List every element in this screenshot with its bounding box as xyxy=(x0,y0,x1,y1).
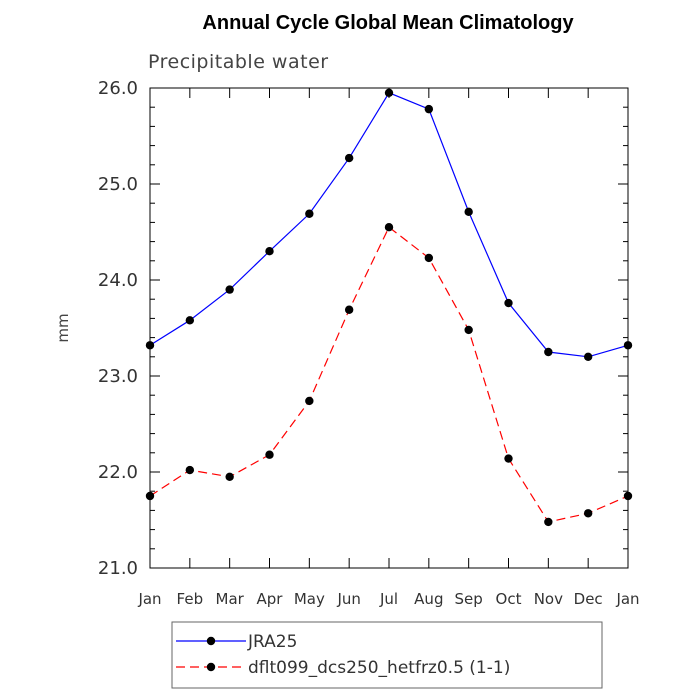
legend-marker-1 xyxy=(206,636,216,646)
legend-label-1: JRA25 xyxy=(247,632,297,652)
x-tick-label: Dec xyxy=(574,590,603,608)
y-tick-label: 25.0 xyxy=(98,174,138,195)
series-1-point xyxy=(424,104,434,114)
legend-items: JRA25 dflt099_dcs250_hetfrz0.5 (1-1) xyxy=(176,632,510,678)
legend-marker-2 xyxy=(206,662,216,672)
series-1-point xyxy=(504,298,513,308)
series-2-point xyxy=(305,396,314,406)
series-2-point xyxy=(623,491,633,501)
chart-title: Annual Cycle Global Mean Climatology xyxy=(202,12,574,34)
x-tick-labels: Jan Feb Mar Apr May Jun Jul Aug Sep Oct Nov Dec Jan xyxy=(137,590,639,608)
x-tick-label: Mar xyxy=(216,590,245,608)
x-tick-label: Aug xyxy=(414,590,443,608)
series-2-point xyxy=(424,253,434,263)
y-tick-label: 21.0 xyxy=(98,558,138,579)
series-2-point xyxy=(464,325,473,335)
y-tick-labels: 21.0 22.0 23.0 24.0 25.0 26.0 xyxy=(98,78,138,579)
series-2-point xyxy=(344,305,354,314)
x-tick-label: Sep xyxy=(455,590,483,608)
y-tick-label: 22.0 xyxy=(98,462,138,483)
series-2-point xyxy=(225,472,234,481)
series-2-point xyxy=(384,223,394,232)
series-1-point xyxy=(583,352,593,361)
series-2-point xyxy=(265,450,274,459)
x-tick-label: Jun xyxy=(336,590,360,608)
legend-box xyxy=(171,621,603,689)
series-1-point xyxy=(544,347,553,357)
series-1-point xyxy=(464,207,473,217)
series-1-point xyxy=(344,153,354,163)
series-line-2 xyxy=(149,226,629,523)
series-2-point xyxy=(504,454,513,463)
x-tick-label: Nov xyxy=(534,590,563,608)
series-1-point xyxy=(145,341,155,350)
x-tick-label: Jul xyxy=(379,590,398,608)
x-tick-label: Jan xyxy=(137,590,161,608)
series-layer xyxy=(145,88,633,527)
series-2-point xyxy=(145,491,155,501)
plot-frame xyxy=(149,87,629,569)
series-1-point xyxy=(384,88,394,98)
legend-label-2: dflt099_dcs250_hetfrz0.5 (1-1) xyxy=(248,658,510,678)
axis-ticks xyxy=(149,87,629,569)
series-1-point xyxy=(185,316,195,325)
y-tick-label: 23.0 xyxy=(98,366,138,387)
series-1-point xyxy=(265,247,274,256)
chart-subtitle: Precipitable water xyxy=(148,51,329,73)
series-2-point xyxy=(583,509,593,518)
series-1-point xyxy=(305,209,314,218)
series-2-point xyxy=(185,465,195,475)
series-1-point xyxy=(623,341,633,350)
x-tick-label: Apr xyxy=(257,590,284,608)
x-tick-label: May xyxy=(294,590,325,608)
legend: JRA25 dflt099_dcs250_hetfrz0.5 (1-1) xyxy=(171,621,603,689)
series-1-point xyxy=(225,285,234,294)
y-axis-label: mm xyxy=(54,313,72,342)
y-tick-label: 24.0 xyxy=(98,270,138,291)
x-tick-label: Feb xyxy=(177,590,204,608)
x-tick-label: Jan xyxy=(615,590,639,608)
x-tick-label: Oct xyxy=(496,590,522,608)
y-tick-label: 26.0 xyxy=(98,78,138,99)
series-2-point xyxy=(544,517,553,527)
